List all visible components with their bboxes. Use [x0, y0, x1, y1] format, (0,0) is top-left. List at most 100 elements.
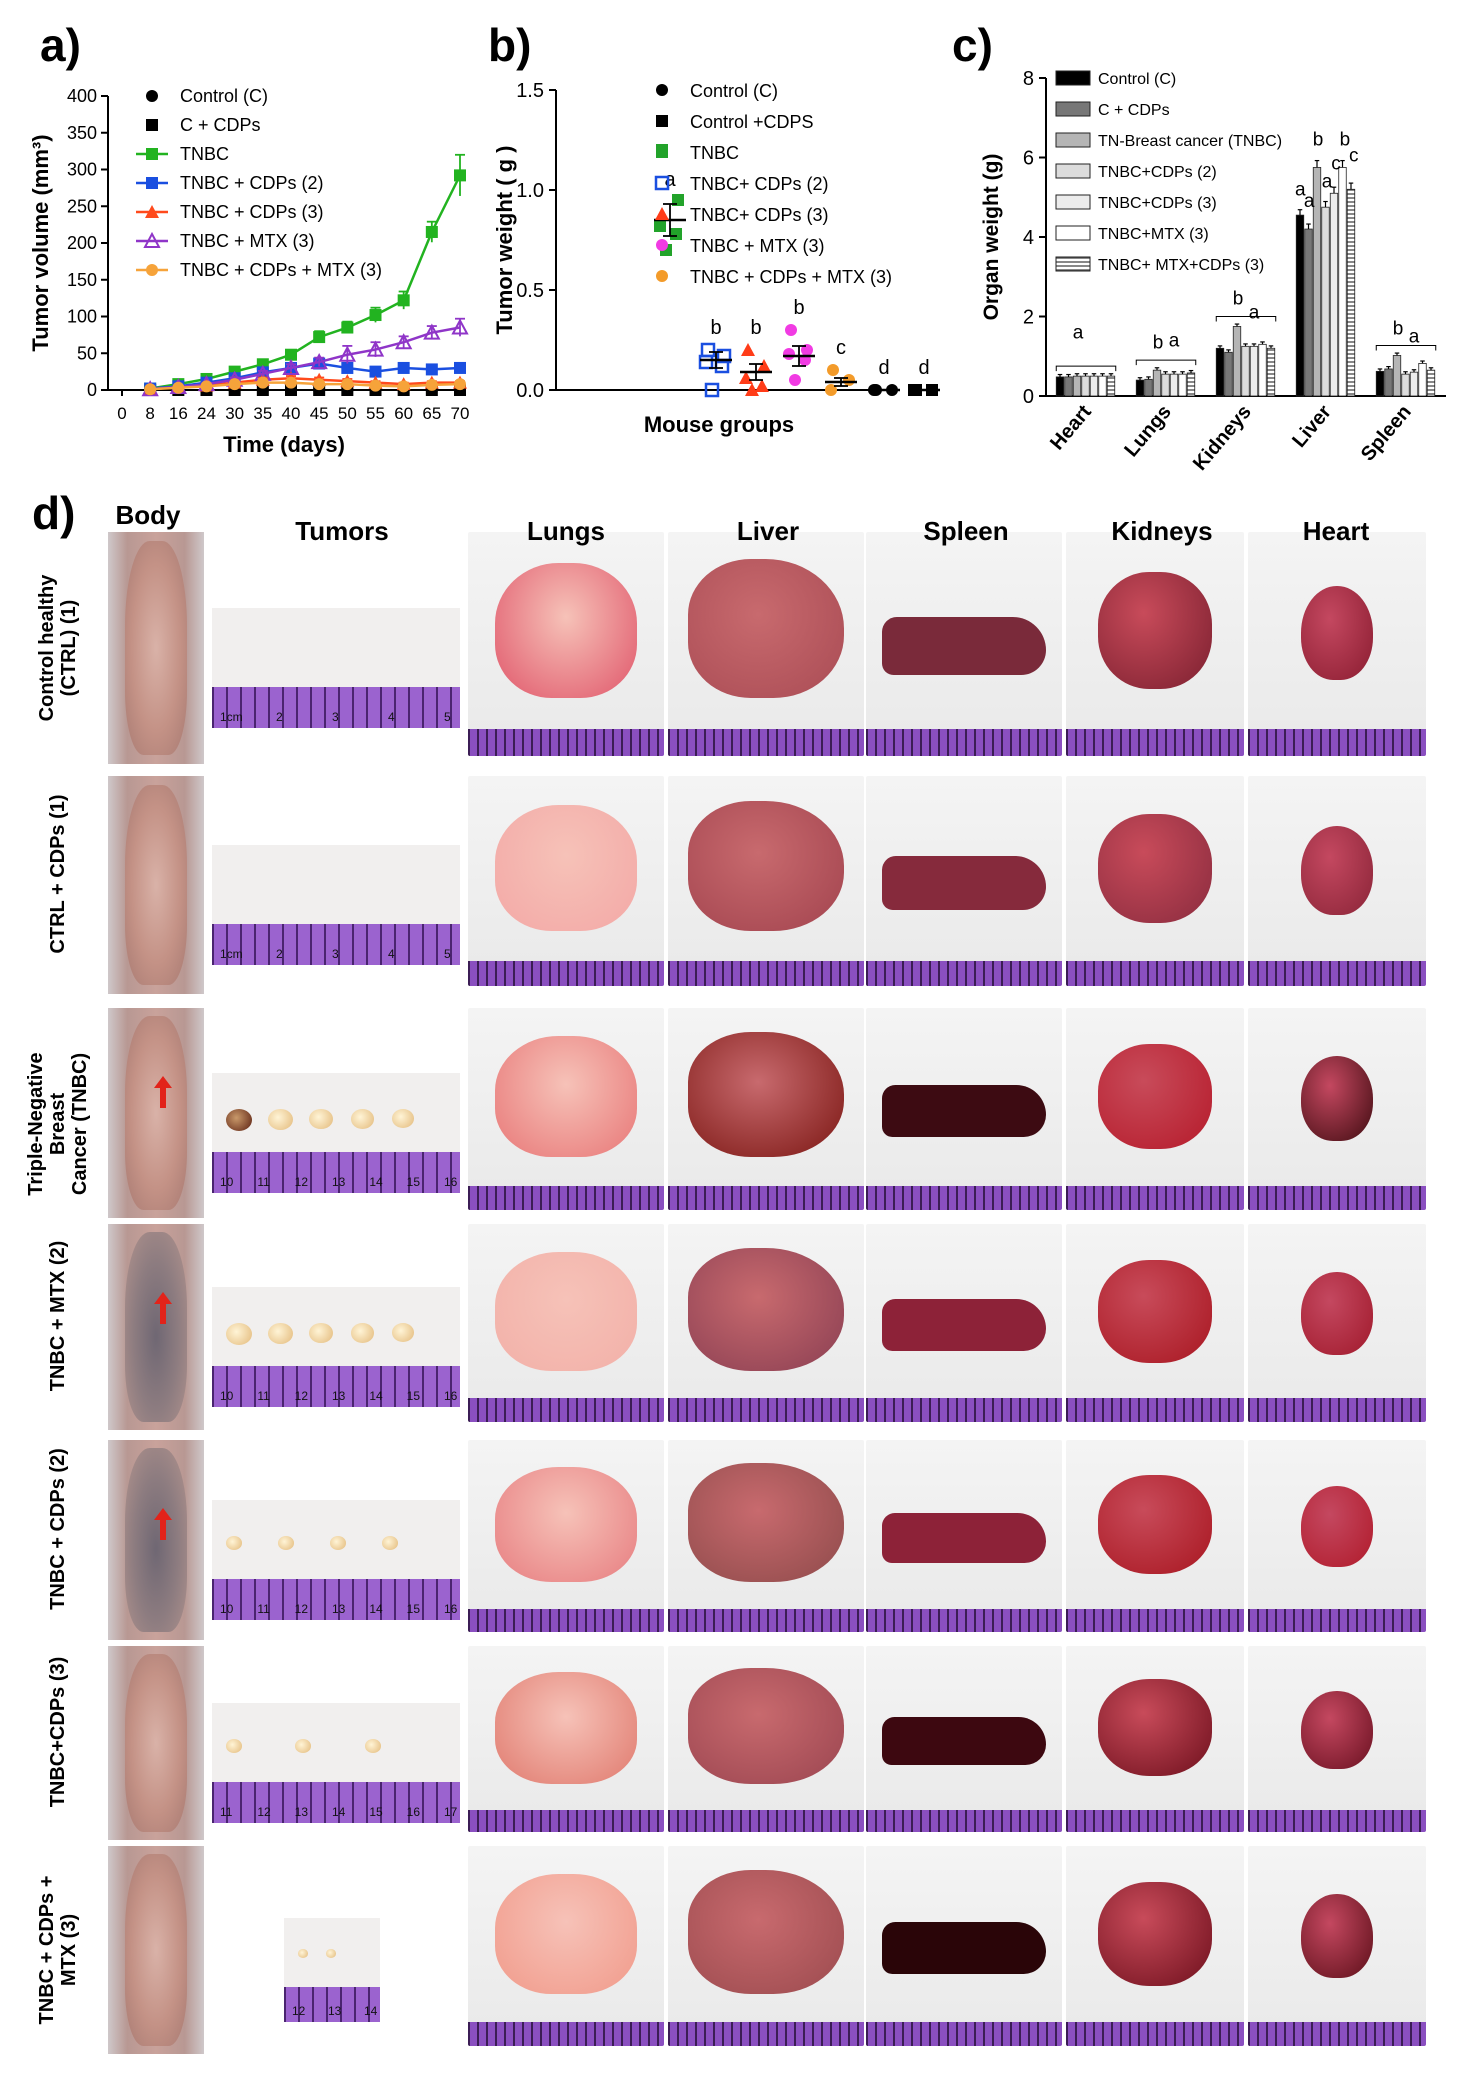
ruler [468, 960, 664, 986]
legend-swatch [1055, 132, 1091, 148]
ruler [866, 2022, 1062, 2046]
legend-label: TNBC + CDPs (2) [180, 173, 324, 193]
ruler [668, 1809, 864, 1832]
legend-label: C + CDPs [1098, 102, 1170, 119]
data-point [425, 225, 438, 238]
ruler-number: 12 [257, 1805, 271, 1819]
ruler-number: 12 [294, 1389, 309, 1403]
y-tick-label: 350 [67, 123, 97, 143]
mouse-torso [125, 784, 187, 986]
ruler [1066, 1809, 1244, 1832]
tumor-specimen [309, 1323, 334, 1344]
mouse-torso [125, 1854, 187, 2046]
spleen-specimen [881, 1512, 1047, 1563]
data-point [755, 379, 769, 392]
bar [1106, 375, 1116, 397]
bar [1375, 370, 1385, 397]
liver-specimen [687, 1463, 845, 1583]
y-tick-label: 150 [67, 270, 97, 290]
data-point [397, 380, 410, 393]
significance-letter: b [1153, 332, 1164, 353]
ruler-number: 3 [332, 947, 339, 961]
ruler [212, 924, 460, 965]
y-tick-label: 4 [1023, 227, 1034, 249]
y-tick-label: 300 [67, 160, 97, 180]
data-point [313, 331, 326, 344]
data-point [338, 345, 357, 362]
column-header: Lungs [527, 516, 605, 546]
bar [1295, 214, 1305, 397]
tumor-specimen [350, 1323, 374, 1343]
spleen-specimen [881, 855, 1047, 911]
mouse-torso [125, 1448, 187, 1632]
data-point [698, 354, 714, 370]
legend-label: Control (C) [180, 86, 268, 106]
data-point [369, 309, 382, 322]
kidneys-specimen [1098, 1044, 1212, 1150]
data-point [341, 321, 354, 334]
legend-label: TNBC+CDPs (3) [1098, 195, 1217, 212]
legend-marker [146, 119, 158, 131]
ruler-number: 15 [406, 1389, 421, 1403]
ruler-number: 11 [257, 1389, 270, 1403]
y-tick-label: 6 [1023, 148, 1034, 170]
ruler [1066, 2022, 1244, 2046]
bar [1321, 206, 1330, 397]
significance-letter: b [750, 317, 761, 339]
data-point [704, 382, 720, 398]
ruler-number: 16 [444, 1602, 458, 1616]
bar [1266, 347, 1276, 397]
ruler [212, 1579, 460, 1620]
legend-label: TNBC + CDPs (3) [180, 202, 324, 222]
significance-letter: d [918, 357, 929, 379]
legend-label: TNBC + CDPs + MTX (3) [180, 260, 382, 280]
liver-specimen [687, 558, 845, 698]
liver-specimen [687, 1247, 845, 1371]
ruler [866, 729, 1062, 756]
ruler [668, 2022, 864, 2046]
kidneys-specimen [1098, 1474, 1212, 1575]
tumor-specimen [392, 1109, 415, 1128]
column-header: Tumors [295, 516, 389, 546]
x-tick-label: 16 [169, 404, 188, 423]
x-tick-label: 65 [422, 404, 441, 423]
spleen-photo [866, 1008, 1062, 1210]
x-tick-label: 35 [253, 404, 272, 423]
significance-letter: a [1409, 326, 1420, 347]
tumor-specimen [330, 1536, 346, 1550]
data-point [341, 361, 354, 374]
tumor-specimen [226, 1739, 242, 1753]
tumor-specimen [298, 1949, 308, 1958]
data-point [801, 344, 813, 356]
row-label: TNBC + CDPs + MTX (3) [36, 1875, 80, 2025]
tumor-specimen [226, 1536, 242, 1550]
bar [1224, 351, 1233, 397]
data-point [785, 324, 797, 336]
legend-marker [146, 148, 158, 160]
data-point [285, 376, 297, 389]
ruler [468, 1398, 664, 1422]
y-tick-label: 1.0 [516, 180, 544, 202]
ruler [468, 2022, 664, 2046]
y-tick-label: 1.5 [516, 80, 544, 102]
y-tick-label: 2 [1023, 307, 1034, 329]
tumor-tray-photo: 11 12 13 14 15 16 17 [212, 1703, 460, 1823]
data-point [144, 383, 157, 396]
ruler-number: 13 [294, 1805, 309, 1819]
category-label: Lungs [1120, 401, 1175, 461]
column-header: Body [115, 500, 181, 530]
bar [1338, 167, 1347, 397]
tumor-specimen [267, 1323, 293, 1345]
legend-label: C + CDPs [180, 115, 261, 135]
data-point [397, 361, 410, 374]
ruler-number: 15 [406, 1602, 421, 1616]
legend-swatch [1055, 163, 1091, 179]
kidneys-specimen [1098, 572, 1212, 689]
legend-marker [146, 177, 158, 189]
body-photo [108, 776, 204, 994]
bar [1064, 376, 1073, 397]
bar [1081, 375, 1090, 397]
data-point [745, 383, 759, 396]
body-photo [108, 532, 204, 764]
data-point [172, 381, 185, 394]
